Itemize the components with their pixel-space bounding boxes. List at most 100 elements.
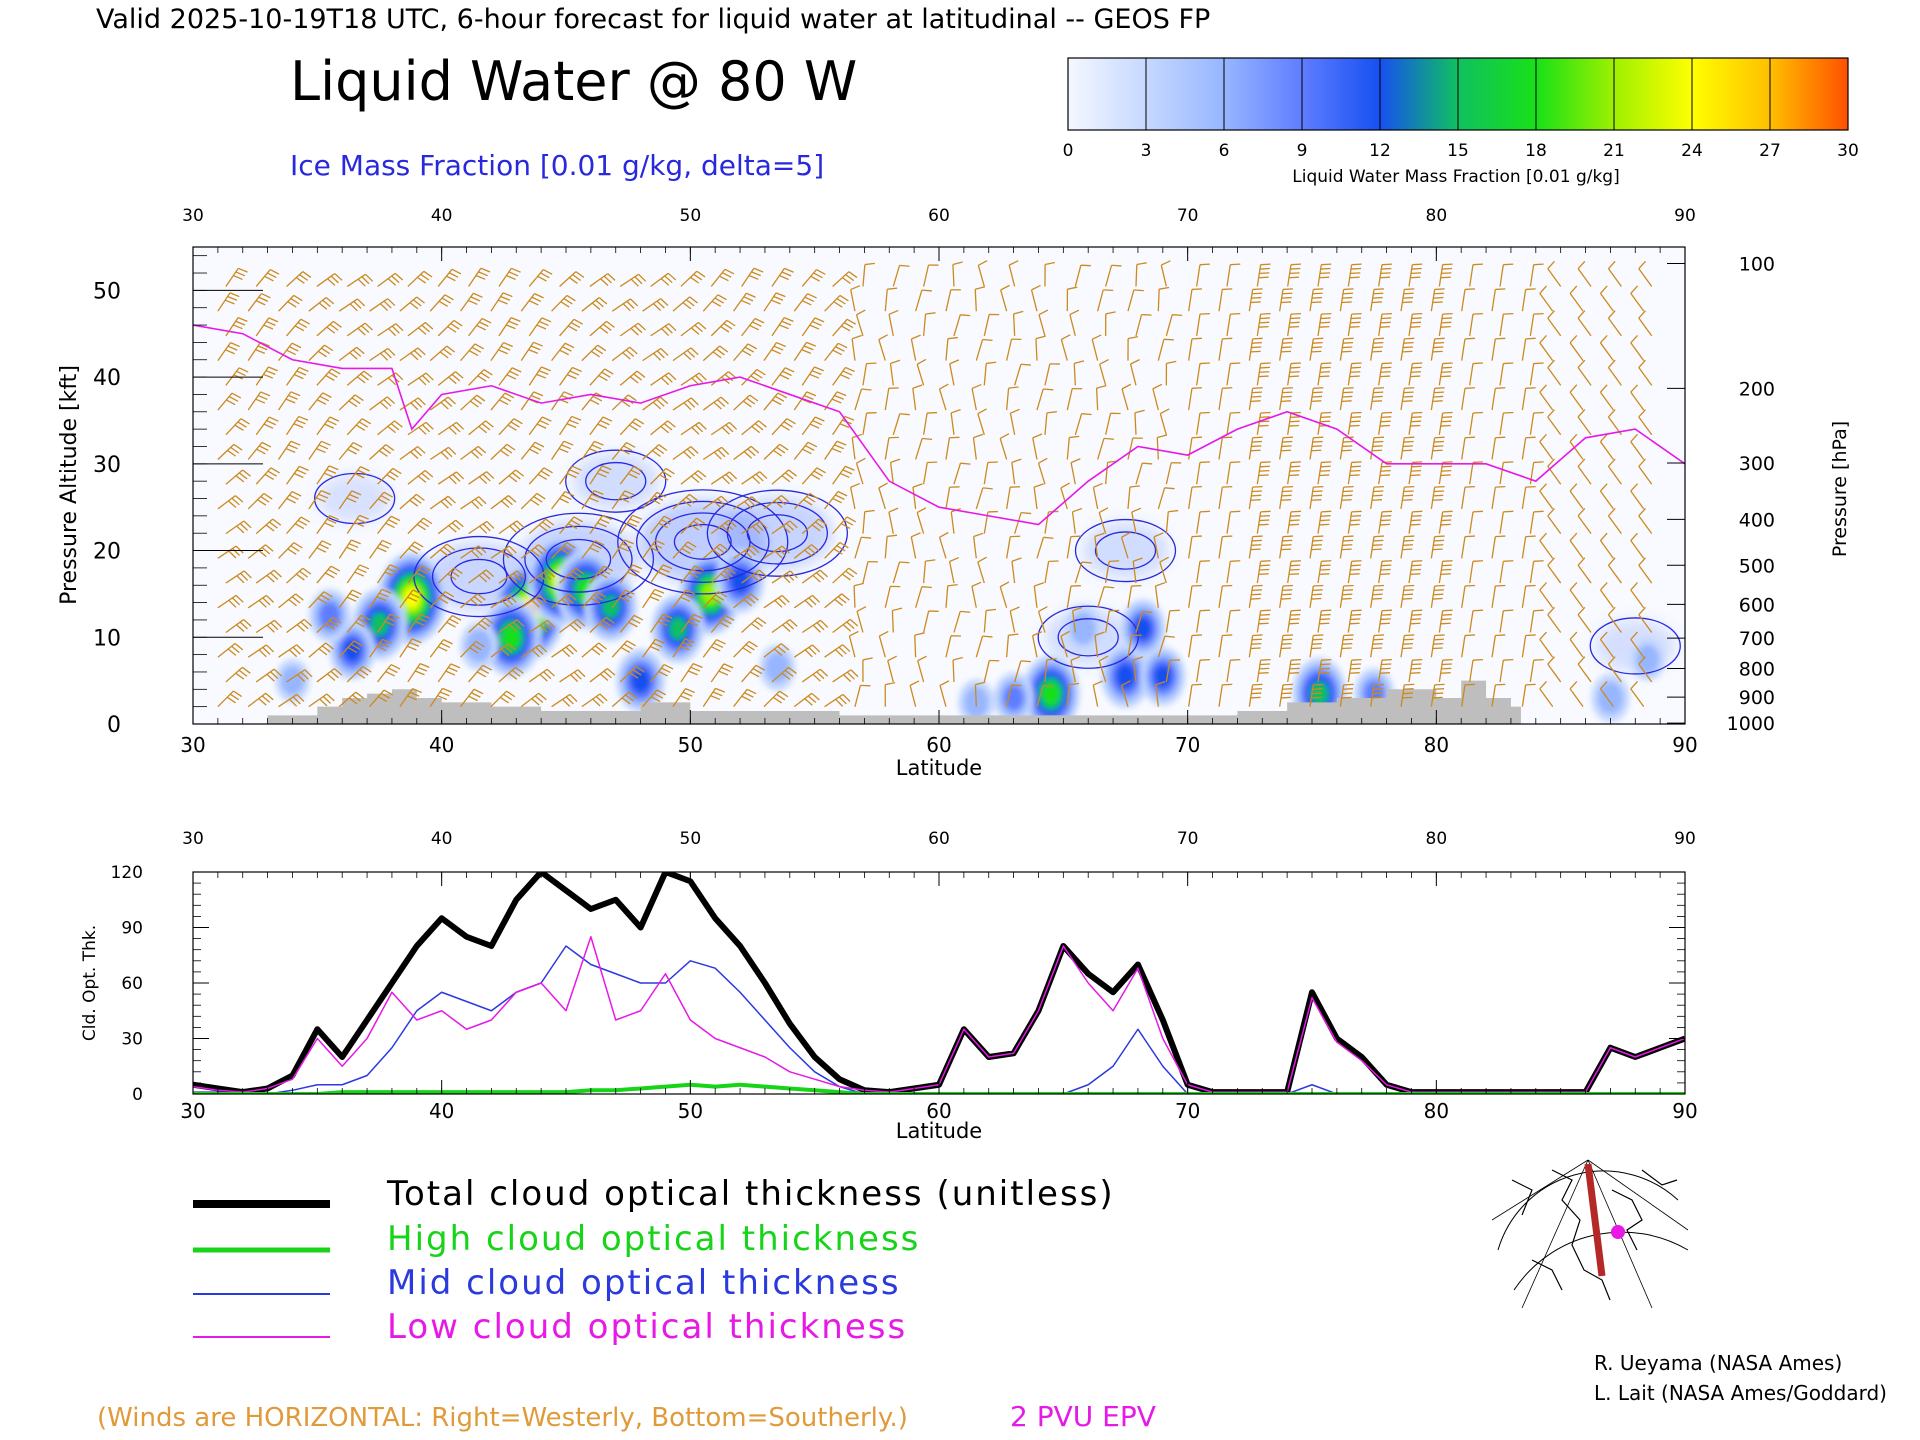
- wind-barb: [1070, 458, 1081, 485]
- wind-barb: [1607, 507, 1622, 535]
- wind-barb: [589, 273, 616, 287]
- wind-barb: [225, 520, 252, 535]
- epv-2pvu-line: [193, 324, 1685, 526]
- wind-barb: [1400, 683, 1415, 707]
- wind-barb: [308, 591, 333, 609]
- wind-barb: [377, 515, 401, 535]
- colorbar-tick-label: 27: [1759, 141, 1781, 161]
- wind-barb: [217, 392, 242, 411]
- wind-barb: [680, 470, 707, 485]
- wind-barb: [1248, 387, 1263, 411]
- wind-barb: [650, 515, 674, 535]
- wind-barb: [977, 260, 988, 287]
- ice-contour: [746, 514, 809, 553]
- wind-barb: [247, 644, 275, 658]
- wind-barb: [346, 466, 370, 485]
- wind-barb: [650, 663, 674, 683]
- wind-barb: [1430, 288, 1445, 312]
- wind-barb: [225, 469, 251, 485]
- wind-barb: [1006, 684, 1022, 707]
- liquid-water-cell: [601, 595, 620, 619]
- wind-barb: [1339, 387, 1354, 411]
- wind-barb: [1408, 560, 1423, 584]
- wind-barb: [945, 436, 960, 460]
- wind-barb: [1577, 409, 1592, 436]
- wind-barb: [611, 298, 639, 312]
- wind-barb: [1438, 411, 1453, 435]
- map-coastlines: [1511, 1169, 1678, 1301]
- wind-barb: [824, 440, 847, 460]
- wind-barb: [1607, 656, 1622, 683]
- wind-barb: [1400, 436, 1415, 460]
- wind-barb: [971, 581, 982, 608]
- wind-barb: [308, 392, 332, 411]
- wind-barb: [338, 298, 366, 312]
- wind-barb: [832, 318, 857, 337]
- wind-barb: [642, 491, 667, 510]
- wind-barb: [1599, 433, 1614, 460]
- series-line-mid: [193, 945, 1685, 1094]
- top-x-tick-label: 30: [180, 733, 205, 757]
- wind-barb: [278, 490, 302, 510]
- wind-barb: [225, 317, 248, 337]
- wind-barb: [498, 619, 525, 634]
- wind-barb: [1044, 560, 1059, 584]
- wind-barb: [316, 465, 339, 485]
- wind-barb: [1347, 609, 1362, 633]
- wind-barb: [975, 487, 993, 510]
- colorbar-tick-label: 0: [1063, 141, 1074, 161]
- wind-barb: [1074, 264, 1091, 287]
- wind-barb: [832, 415, 855, 436]
- wind-barb: [702, 294, 727, 312]
- wind-barb: [611, 640, 636, 658]
- wind-barb: [1104, 311, 1116, 336]
- wind-barb: [1196, 411, 1210, 435]
- wind-barb: [1339, 634, 1354, 658]
- wind-barb: [460, 496, 487, 510]
- wind-barb: [278, 391, 301, 411]
- wind-barb: [369, 396, 396, 411]
- wind-barb: [225, 418, 250, 436]
- wind-barb: [619, 614, 644, 633]
- optical-thickness-panel: 30 30 40 40 50 50 60 60 70 70 80 80 90 90 0 30 60 90 120 L…: [80, 829, 1698, 1143]
- wind-barb: [460, 292, 483, 312]
- wind-barb: [672, 446, 699, 461]
- wind-barb: [672, 397, 699, 411]
- wind-barb: [520, 644, 548, 658]
- wind-barb: [490, 392, 515, 411]
- wind-barb: [217, 495, 244, 510]
- bottom-x-tick-label-upper: 90: [1674, 829, 1696, 849]
- wind-barb: [498, 520, 525, 535]
- colorbar-tick-label: 18: [1525, 141, 1547, 161]
- wind-barb: [1226, 461, 1241, 485]
- wind-barb: [1638, 359, 1653, 386]
- wind-barb: [528, 317, 552, 337]
- wind-barb: [854, 536, 872, 559]
- bottom-x-tick-label-upper: 80: [1426, 829, 1448, 849]
- wind-barb: [1408, 263, 1423, 287]
- wind-barb: [407, 270, 433, 287]
- wind-barb: [308, 540, 332, 559]
- wind-barb: [1378, 609, 1392, 633]
- wind-barb: [429, 396, 456, 411]
- wind-barb: [945, 289, 961, 312]
- wind-barb: [741, 617, 767, 633]
- wind-barb: [377, 420, 403, 436]
- wind-barb: [945, 336, 958, 361]
- wind-barb: [950, 409, 961, 435]
- wind-barb: [619, 273, 647, 288]
- wind-barb: [1159, 408, 1170, 435]
- wind-barb: [1630, 681, 1645, 708]
- wind-barb: [1461, 436, 1476, 460]
- wind-barb: [346, 273, 374, 288]
- wind-barb: [247, 441, 272, 460]
- wind-barb: [255, 416, 279, 436]
- wind-barb: [316, 668, 343, 683]
- wind-barb: [1599, 483, 1614, 510]
- top-x-tick-label: 40: [429, 733, 454, 757]
- wind-barb: [1638, 507, 1653, 535]
- wind-barb: [1317, 658, 1332, 683]
- wind-barb: [1248, 683, 1263, 707]
- epv-line: [193, 324, 1685, 526]
- wind-barb: [1127, 289, 1144, 312]
